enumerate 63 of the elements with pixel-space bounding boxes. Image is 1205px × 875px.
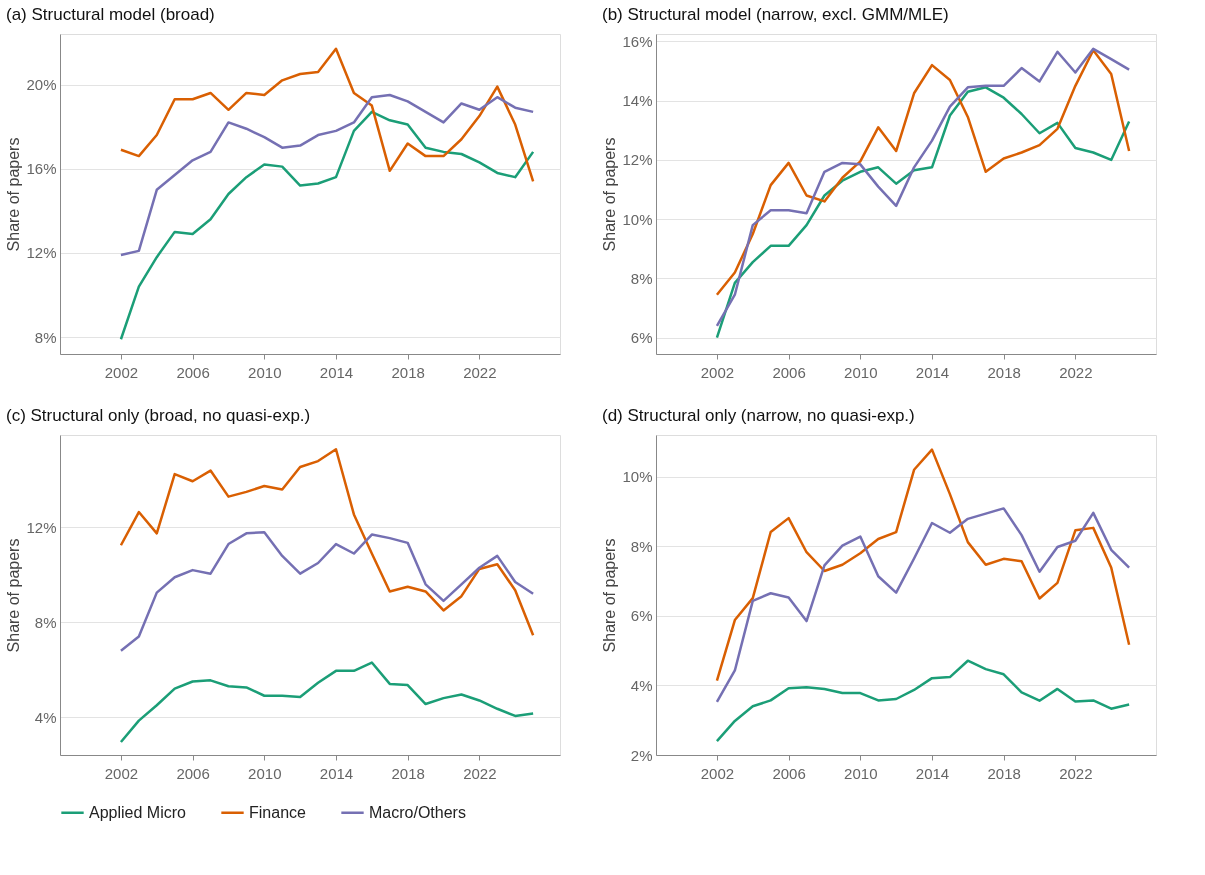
x-tick-label: 2002 [104, 363, 139, 381]
legend-label: Applied Micro [89, 803, 187, 821]
y-tick-label: 10% [622, 468, 653, 486]
y-tick-label: 4% [630, 676, 653, 694]
x-tick-label: 2018 [391, 764, 425, 782]
y-tick-label: 16% [26, 160, 57, 178]
line-series [715, 507, 1131, 704]
chart-title: (c) Structural only (broad, no quasi-exp.) [5, 406, 311, 425]
y-axis-title: Share of papers [601, 137, 619, 252]
x-tick-label: 2006 [176, 363, 210, 381]
y-tick-label: 12% [26, 244, 57, 262]
line-series [119, 47, 535, 183]
y-tick-label: 16% [622, 32, 653, 50]
x-tick-label: 2002 [700, 363, 735, 381]
y-tick-label: 8% [34, 613, 57, 631]
x-tick-label: 2022 [1059, 764, 1093, 782]
line-series [715, 448, 1131, 682]
x-tick-label: 2014 [319, 764, 354, 782]
chart-title: (a) Structural model (broad) [5, 5, 215, 24]
y-tick-label: 20% [26, 76, 57, 94]
line-series [715, 659, 1131, 743]
x-tick-label: 2010 [248, 363, 282, 381]
y-axis-title: Share of papers [601, 538, 619, 653]
y-tick-label: 12% [622, 151, 653, 169]
y-axis-title: Share of papers [5, 538, 23, 653]
y-tick-label: 4% [34, 708, 57, 726]
x-tick-label: 2022 [463, 764, 497, 782]
x-tick-label: 2022 [1059, 363, 1093, 381]
x-tick-label: 2002 [104, 764, 139, 782]
line-series [119, 447, 535, 637]
y-axis-title: Share of papers [5, 137, 23, 252]
y-tick-label: 8% [630, 269, 653, 287]
y-tick-label: 14% [622, 92, 653, 110]
line-series [715, 86, 1131, 339]
line-series [119, 530, 535, 652]
legend-label: Finance [249, 803, 307, 821]
x-tick-label: 2018 [391, 363, 425, 381]
y-tick-label: 6% [630, 607, 653, 625]
x-tick-label: 2010 [844, 764, 878, 782]
x-tick-label: 2010 [248, 764, 282, 782]
x-tick-label: 2014 [915, 764, 950, 782]
x-tick-label: 2014 [319, 363, 354, 381]
legend-label: Macro/Others [369, 803, 466, 821]
y-tick-label: 6% [630, 329, 653, 347]
x-tick-label: 2002 [700, 764, 735, 782]
x-tick-label: 2018 [987, 363, 1021, 381]
y-tick-label: 2% [630, 746, 653, 764]
y-tick-label: 8% [630, 537, 653, 555]
x-tick-label: 2022 [463, 363, 497, 381]
chart-title: (d) Structural only (narrow, no quasi-exp.) [601, 406, 915, 425]
x-tick-label: 2006 [772, 363, 806, 381]
y-tick-label: 10% [622, 210, 653, 228]
x-tick-label: 2006 [772, 764, 806, 782]
line-series [119, 661, 535, 744]
line-series [119, 93, 535, 257]
x-tick-label: 2006 [176, 764, 210, 782]
y-tick-label: 8% [34, 328, 57, 346]
y-tick-label: 12% [26, 518, 57, 536]
line-series [119, 110, 535, 341]
x-tick-label: 2014 [915, 363, 950, 381]
x-tick-label: 2010 [844, 363, 878, 381]
x-tick-label: 2018 [987, 764, 1021, 782]
chart-title: (b) Structural model (narrow, excl. GMM/MLE) [601, 5, 949, 24]
